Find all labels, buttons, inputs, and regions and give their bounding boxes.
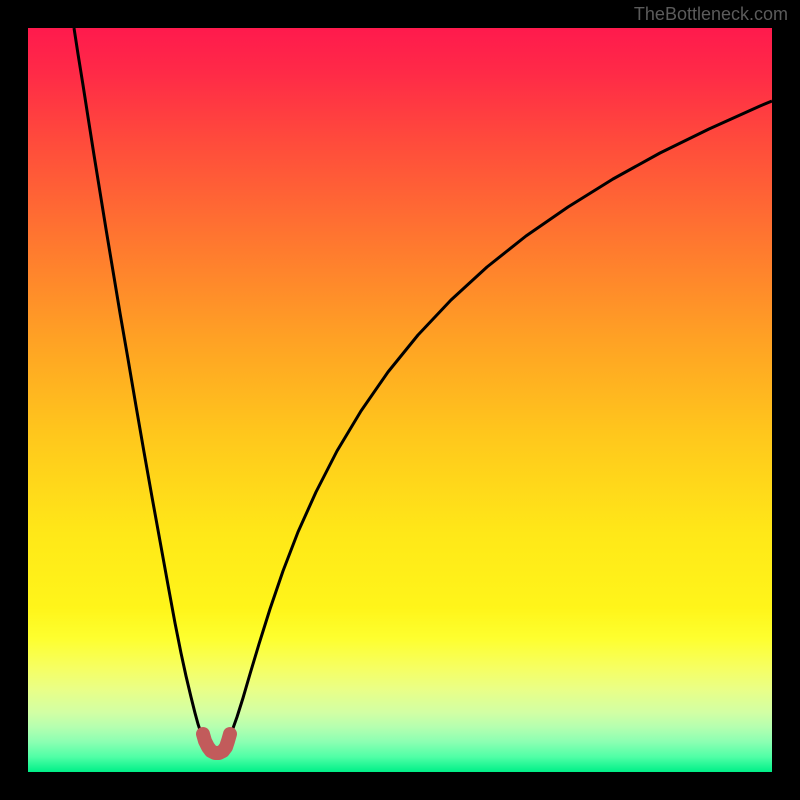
plot-area [28,28,772,772]
root: TheBottleneck.com [0,0,800,800]
attribution-label: TheBottleneck.com [634,0,800,25]
attribution-bar: TheBottleneck.com [0,0,800,26]
curve-svg [28,28,772,772]
plot-background [28,28,772,772]
